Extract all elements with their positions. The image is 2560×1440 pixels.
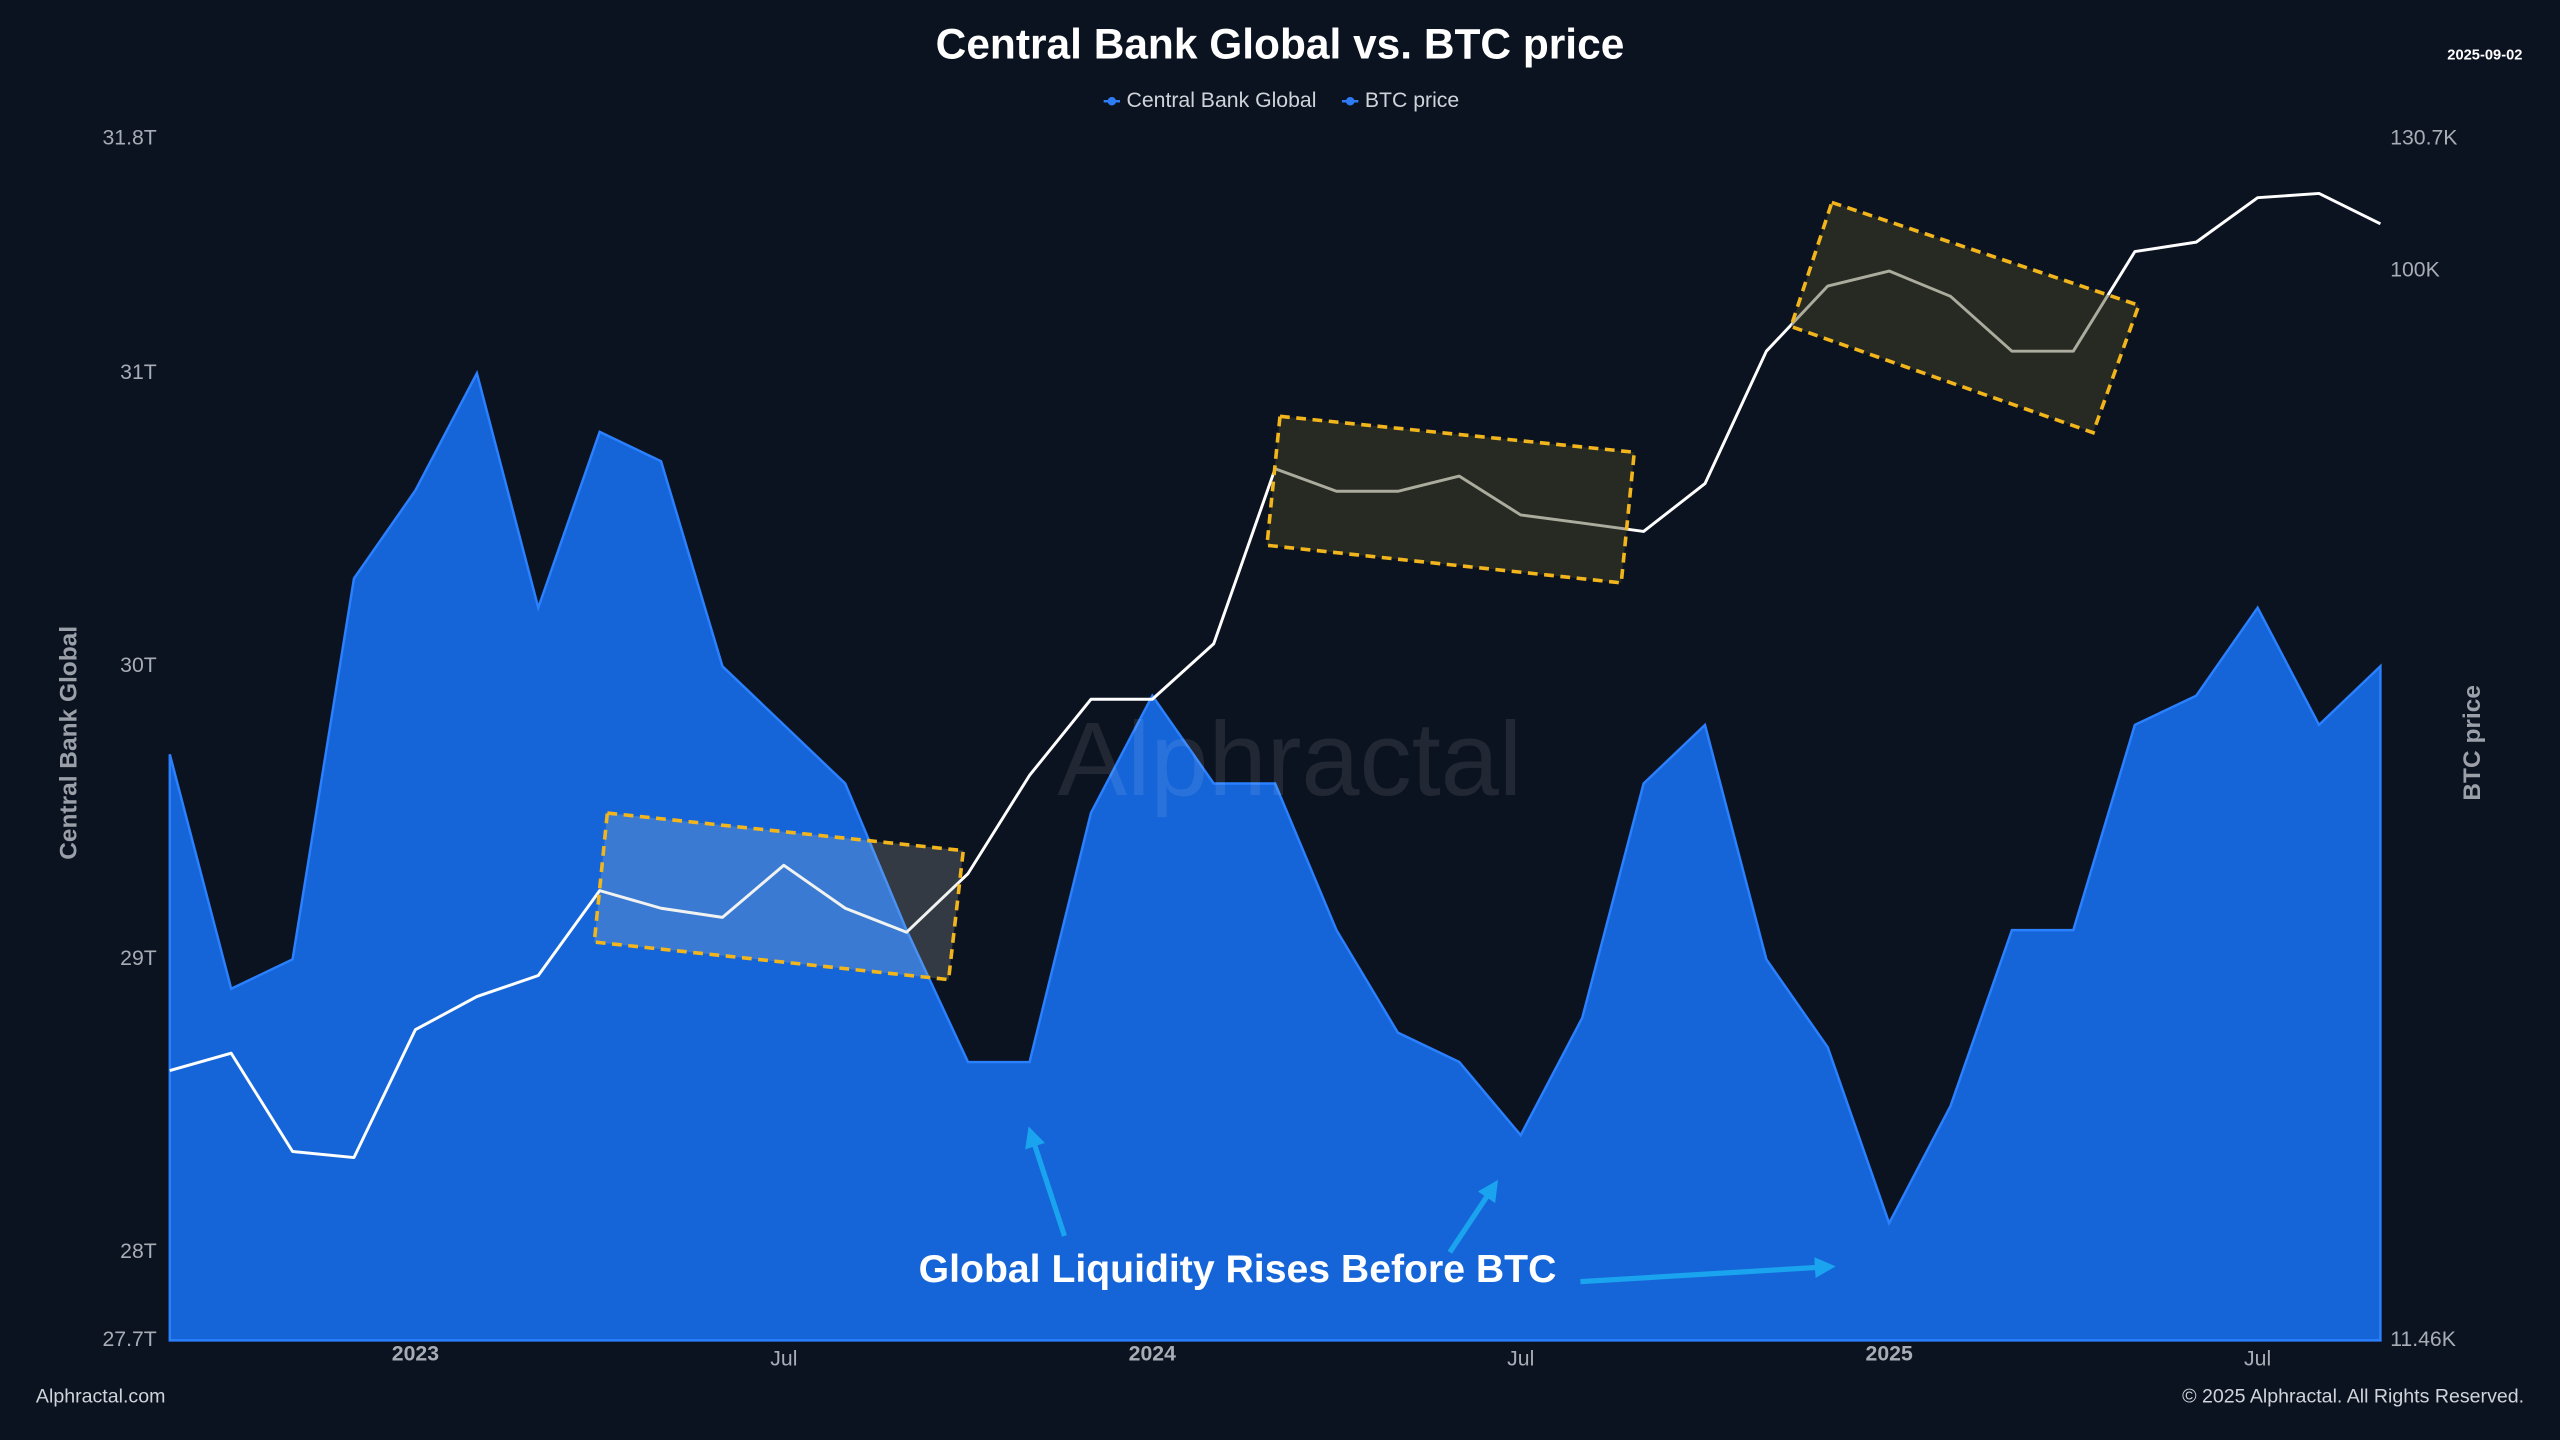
x-tick-label: Jul [770,1348,797,1371]
watermark: Alphractal [1058,701,1523,818]
highlight-box [1788,200,2142,435]
x-tick-label: 2024 [1129,1343,1176,1366]
x-tick-label: 2025 [1866,1343,1913,1366]
legend-marker [1107,96,1117,106]
y-tick-label: 31T [120,361,157,384]
annotation: Global Liquidity Rises Before BTC [919,1248,1557,1291]
y-tick-label: 29T [120,947,157,970]
x-tick-label: 2023 [392,1343,439,1366]
y-axis-title: Central Bank Global [56,626,83,860]
y2-tick-label: 11.46K [2390,1328,2456,1351]
arrow [1025,1126,1067,1237]
footer-left: Alphractal.com [36,1386,165,1408]
highlight-box [1264,414,1637,585]
y2-tick-label: 130.7K [2390,126,2457,149]
x-tick-label: Jul [1507,1348,1534,1371]
y-tick-label: 30T [120,654,157,677]
legend-label: BTC price [1365,89,1459,112]
highlight-box [592,811,966,982]
legend-label: Central Bank Global [1127,89,1317,112]
x-tick-label: Jul [2244,1348,2271,1371]
footer-right: © 2025 Alphractal. All Rights Reserved. [2182,1386,2524,1408]
y-tick-label: 28T [120,1240,157,1263]
y-tick-label: 27.7T [102,1328,156,1351]
chart-title: Central Bank Global vs. BTC price [936,21,1625,68]
legend-marker [1345,96,1355,106]
arrow [1447,1179,1499,1254]
y2-axis-title: BTC price [2459,685,2486,801]
area [168,369,2382,1342]
arrow [1580,1257,1836,1285]
y2-tick-label: 100K [2390,259,2440,282]
y-tick-label: 31.8T [102,126,156,149]
date-stamp: 2025-09-02 [2447,47,2522,63]
overlay [592,200,2142,1285]
